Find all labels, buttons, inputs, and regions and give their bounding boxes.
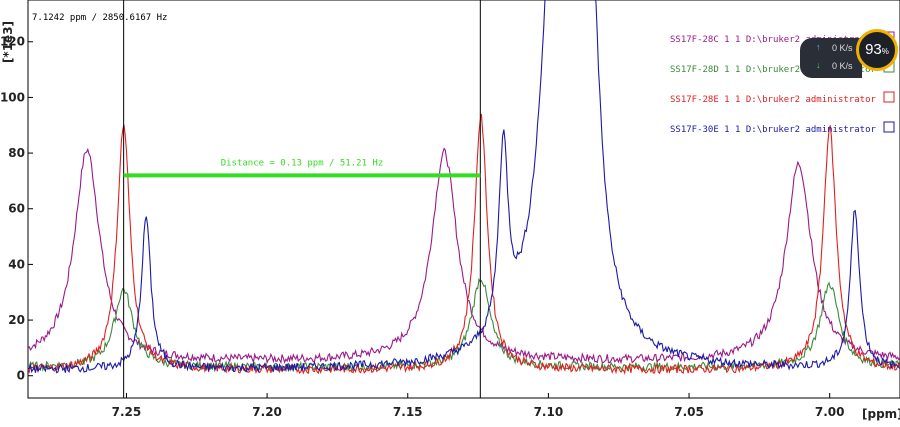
x-tick-label: 7.15	[393, 405, 423, 419]
upload-speed: 0 K/s	[832, 43, 853, 53]
y-tick-label: 60	[8, 202, 25, 216]
legend-entry: SS17F-30E 1 1 D:\bruker2 administrator	[670, 125, 876, 135]
x-tick-label: 7.25	[112, 405, 142, 419]
y-tick-label: 80	[8, 146, 25, 160]
spectrum-series-line	[27, 0, 900, 374]
legend-entry: SS17F-28E 1 1 D:\bruker2 administrator	[670, 95, 876, 105]
gauge-unit: %	[881, 47, 889, 56]
upload-arrow-icon: ↑	[816, 42, 821, 52]
x-axis: 7.25 7.20 7.15 7.10 7.05 7.00	[112, 393, 845, 419]
x-tick-label: 7.10	[534, 405, 564, 419]
x-tick-label: 7.05	[674, 405, 704, 419]
download-speed: 0 K/s	[832, 61, 853, 71]
y-axis: 0 20 40 60 80 100 120	[0, 35, 33, 383]
legend-swatch	[883, 121, 895, 133]
spectrum-series-line	[27, 113, 900, 375]
distance-label: Distance = 0.13 ppm / 51.21 Hz	[221, 158, 384, 168]
y-tick-label: 0	[17, 369, 25, 383]
cpu-gauge[interactable]: 93%	[856, 29, 898, 71]
cursor-lines	[123, 0, 481, 398]
x-tick-label: 7.00	[815, 405, 845, 419]
gauge-value: 93	[865, 41, 882, 58]
y-tick-label: 20	[8, 313, 25, 327]
y-axis-label: [*1e3]	[1, 21, 15, 63]
series-layer	[27, 0, 900, 375]
download-arrow-icon: ↓	[816, 60, 821, 70]
distance-annotation: Distance = 0.13 ppm / 51.21 Hz	[123, 158, 481, 178]
y-tick-label: 40	[8, 257, 25, 271]
x-tick-label: 7.20	[252, 405, 282, 419]
plot-area	[27, 0, 900, 399]
cursor-readout: 7.1242 ppm / 2850.6167 Hz	[32, 13, 167, 23]
y-tick-label: 100	[0, 90, 25, 104]
spectrum-series-line	[27, 147, 900, 365]
x-axis-label: [ppm]	[862, 407, 900, 421]
legend-entry: SS17F-28D 1 1 D:\bruker2 administrator	[670, 65, 876, 75]
y-tick-label: 120	[0, 35, 25, 49]
legend-entry: SS17F-28C 1 1 D:\bruker2 administrator	[670, 35, 876, 45]
legend-swatch	[883, 91, 895, 103]
network-monitor-widget[interactable]	[800, 38, 862, 78]
